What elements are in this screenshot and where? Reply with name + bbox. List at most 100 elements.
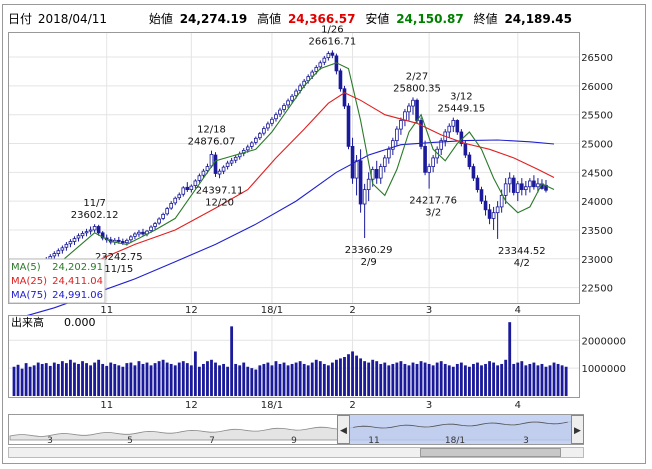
candle-body: [350, 145, 355, 179]
candle-body: [487, 209, 492, 219]
price-tick-label: 25000: [581, 140, 613, 151]
volume-bar: [310, 362, 314, 396]
range-navigator[interactable]: 3 5 7 9 11 18/1 3 ◀ ▶: [8, 414, 584, 447]
candle-body: [483, 200, 488, 211]
candle-body: [282, 105, 286, 110]
volume-bar: [222, 363, 225, 396]
time-tick-label: 11: [100, 305, 113, 316]
candle: [536, 178, 540, 193]
candle-body: [511, 177, 516, 193]
candle-body: [298, 85, 302, 91]
candle-body: [121, 241, 125, 244]
candle-body: [116, 239, 121, 242]
high-value: 24,366.57: [287, 12, 356, 26]
volume-bar: [371, 359, 375, 396]
date-value: 2018/04/11: [37, 12, 108, 26]
volume-bar: [193, 351, 197, 396]
volume-bar: [447, 365, 451, 396]
annotation-text: 2/27: [406, 71, 428, 82]
candle-body: [80, 233, 85, 237]
candle: [532, 175, 536, 190]
volume-bar: [161, 359, 165, 396]
price-tick-label: 23500: [581, 226, 613, 237]
candle: [427, 163, 431, 189]
scrollbar-thumb[interactable]: [420, 448, 561, 457]
volume-bar: [443, 363, 447, 396]
volume-bar: [36, 362, 40, 396]
candle: [282, 103, 286, 113]
candle-body: [318, 62, 323, 68]
volume-bar: [528, 363, 532, 396]
time-tick-label: 4: [515, 305, 521, 316]
candle-body: [346, 105, 351, 147]
annotation-text: 23344.52: [498, 246, 546, 257]
candle: [467, 152, 472, 170]
candle-body: [467, 154, 472, 167]
horizontal-scrollbar[interactable]: [8, 447, 584, 458]
candle: [378, 163, 383, 184]
volume-time-tick-label: 11: [100, 400, 113, 411]
candle: [141, 228, 145, 236]
volume-bar: [81, 361, 84, 396]
candle-body: [314, 67, 319, 72]
candle-body: [362, 189, 367, 205]
candle: [185, 182, 190, 192]
volume-bar: [548, 365, 552, 396]
volume-bar: [484, 363, 487, 396]
candle-body: [471, 166, 476, 179]
volume-bar: [56, 363, 60, 396]
candle: [451, 117, 456, 132]
volume-bar: [246, 366, 250, 396]
candle: [374, 160, 379, 184]
candle: [366, 172, 371, 202]
volume-bar: [165, 362, 169, 396]
candle: [189, 184, 194, 193]
candle-body: [141, 231, 145, 235]
candle: [395, 126, 399, 147]
annotation-text: 3/12: [450, 92, 472, 103]
candle-body: [290, 95, 294, 101]
navigator-right-handle[interactable]: [571, 415, 584, 444]
price-tick-label: 26000: [581, 82, 613, 93]
candle: [165, 206, 169, 216]
candle-body: [270, 118, 274, 124]
volume-bar: [282, 362, 286, 396]
candle: [322, 55, 327, 66]
candle: [64, 242, 69, 251]
candle: [419, 117, 423, 150]
volume-bar: [383, 362, 387, 396]
volume-bar: [278, 363, 282, 396]
candle: [133, 232, 137, 240]
volume-bar: [379, 363, 383, 396]
price-axis: 22500 23000 23500 24000 24500 25000 25500 26000…: [581, 53, 613, 295]
candle-body: [330, 52, 335, 56]
navigator-selected-range[interactable]: [350, 415, 572, 444]
ma25-line: [13, 92, 555, 296]
volume-bar: [77, 363, 80, 396]
candle: [507, 172, 512, 193]
candle: [362, 183, 367, 239]
volume-bar: [435, 362, 439, 396]
volume-bar: [367, 362, 371, 396]
candle: [459, 129, 464, 147]
volume-bar: [516, 362, 520, 396]
candle: [491, 206, 496, 230]
candle: [262, 126, 266, 136]
volume-bar: [93, 362, 97, 396]
candle: [391, 137, 395, 156]
low-label: 安値: [365, 12, 390, 26]
annotation-text: 26616.71: [309, 36, 357, 47]
navigator-left-handle[interactable]: [337, 415, 350, 444]
volume-bar: [64, 363, 68, 396]
time-tick-label: 2: [349, 305, 355, 316]
volume-bar: [306, 365, 310, 396]
candle-body: [338, 70, 343, 90]
candle-body: [76, 235, 81, 239]
candle-body: [366, 178, 371, 191]
candle: [233, 155, 238, 164]
ma5-legend-value: 24,202.91: [52, 262, 103, 273]
volume-bar: [391, 363, 395, 396]
